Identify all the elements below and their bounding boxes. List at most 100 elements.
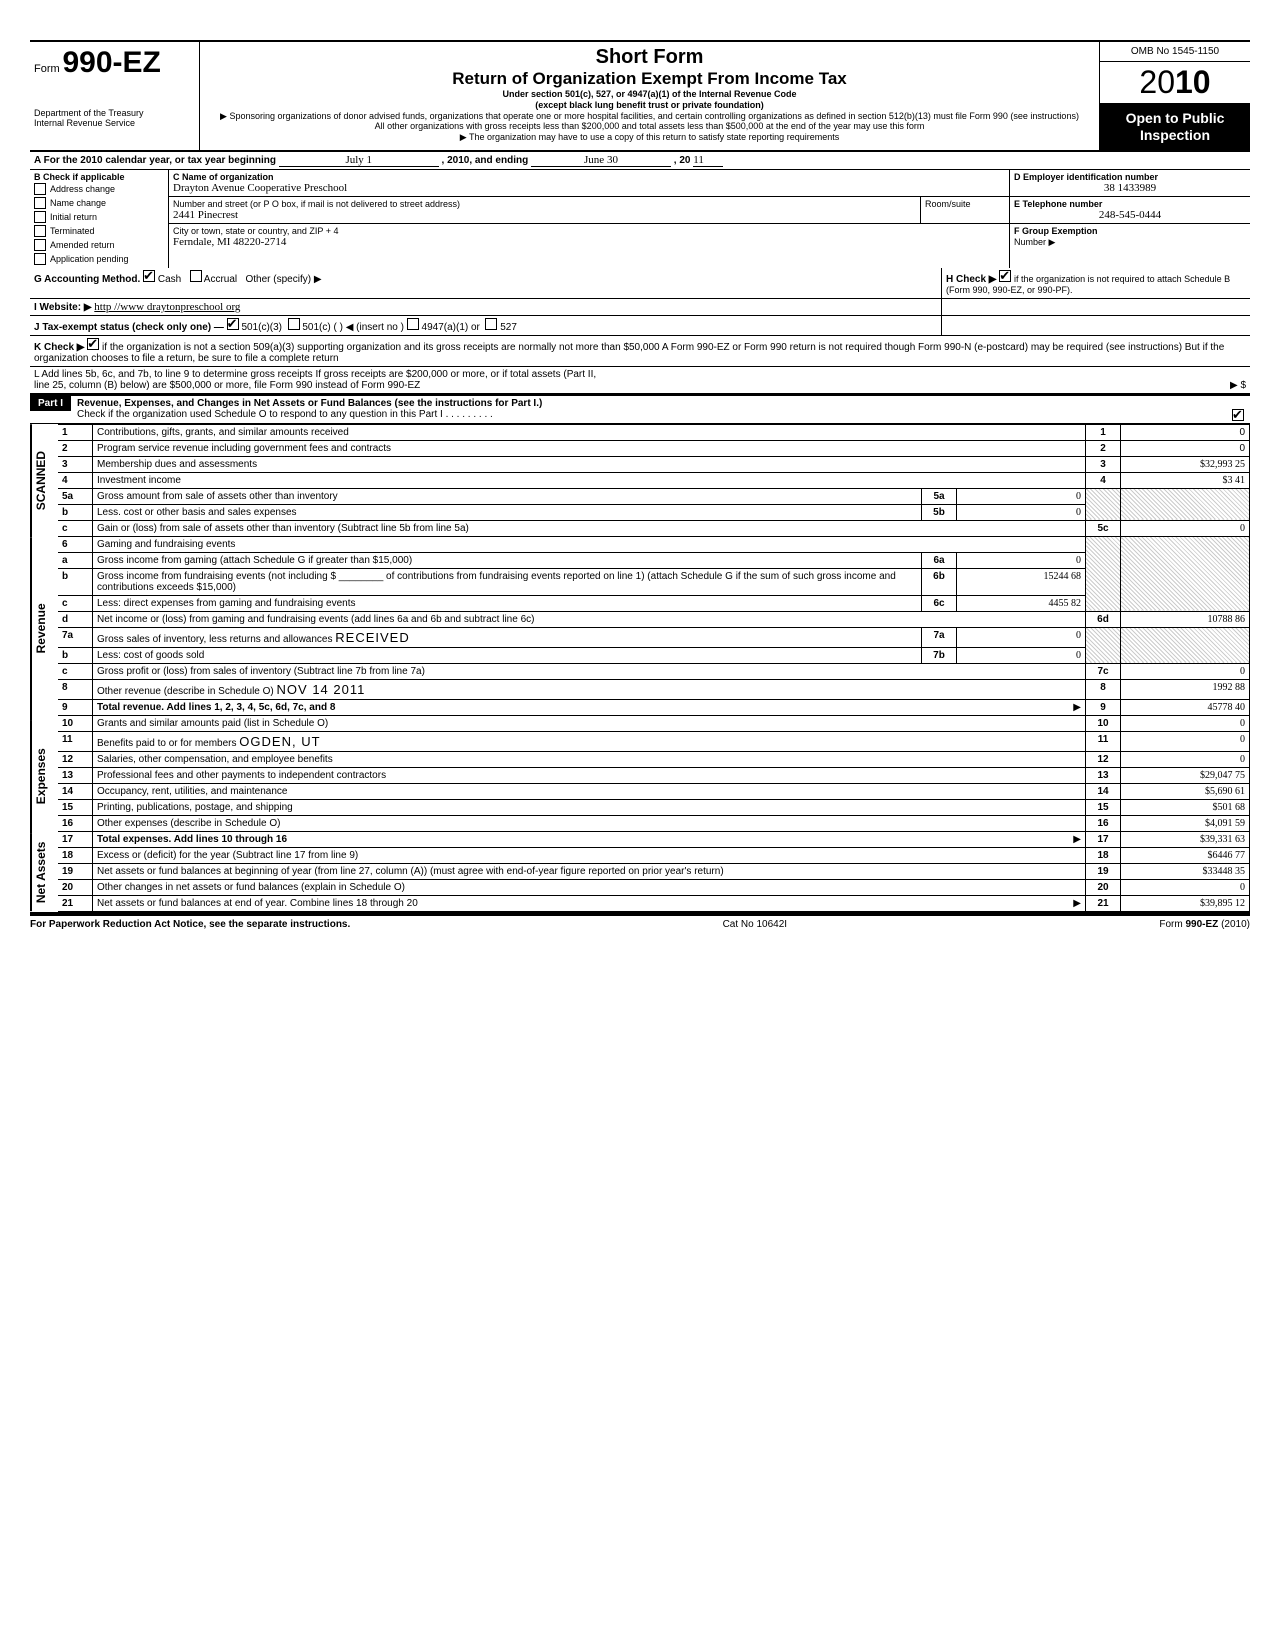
stamp-ogden: OGDEN, UT	[239, 734, 320, 749]
line-6b: bGross income from fundraising events (n…	[58, 568, 1250, 595]
year-box: OMB No 1545-1150 2010 Open to Public Ins…	[1100, 42, 1250, 150]
b-header: B Check if applicable	[34, 172, 164, 182]
l-text2: line 25, column (B) below) are $500,000 …	[34, 380, 420, 391]
line-6: 6Gaming and fundraising events	[58, 536, 1250, 552]
footer-right: Form 990-EZ (2010)	[1159, 919, 1250, 930]
part1-label: Part I	[30, 396, 71, 411]
website[interactable]: http //www draytonpreschool org	[94, 301, 240, 313]
line-7a: 7aGross sales of inventory, less returns…	[58, 627, 1250, 647]
line-16: 16Other expenses (describe in Schedule O…	[58, 815, 1250, 831]
line-18: 18Excess or (deficit) for the year (Subt…	[58, 847, 1250, 863]
entity-block: B Check if applicable Address change Nam…	[30, 170, 1250, 268]
ck-501c[interactable]	[288, 318, 300, 330]
row-l: L Add lines 5b, 6c, and 7b, to line 9 to…	[30, 367, 1250, 394]
ck-terminated[interactable]	[34, 225, 46, 237]
ck-app-pending[interactable]	[34, 253, 46, 265]
telephone[interactable]: 248-545-0444	[1014, 209, 1246, 221]
line-17: 17Total expenses. Add lines 10 through 1…	[58, 831, 1250, 847]
ck-initial-return[interactable]	[34, 211, 46, 223]
room-suite-label: Room/suite	[921, 197, 1009, 223]
line-12: 12Salaries, other compensation, and empl…	[58, 751, 1250, 767]
row-gh: G Accounting Method. Cash Accrual Other …	[30, 268, 1250, 299]
title-mayhave: ▶ The organization may have to use a cop…	[206, 132, 1093, 143]
row-i: I Website: ▶ http //www draytonpreschool…	[30, 299, 1250, 316]
section-def: D Employer identification number 38 1433…	[1009, 170, 1250, 268]
street-address[interactable]: 2441 Pinecrest	[173, 209, 916, 221]
ck-name-change[interactable]	[34, 197, 46, 209]
ck-k[interactable]	[87, 338, 99, 350]
ck-address-change[interactable]	[34, 183, 46, 195]
line-a: A For the 2010 calendar year, or tax yea…	[30, 152, 1250, 170]
section-b: B Check if applicable Address change Nam…	[30, 170, 169, 268]
line-6d: dNet income or (loss) from gaming and fu…	[58, 611, 1250, 627]
line-a-end[interactable]: June 30	[531, 154, 671, 167]
ck-501c3[interactable]	[227, 318, 239, 330]
title-except: (except black lung benefit trust or priv…	[206, 100, 1093, 111]
line-1: 1Contributions, gifts, grants, and simil…	[58, 424, 1250, 440]
ck-4947[interactable]	[407, 318, 419, 330]
line-4: 4Investment income4$3 41	[58, 472, 1250, 488]
k-text: if the organization is not a section 509…	[34, 342, 1224, 364]
f-label2: Number ▶	[1014, 237, 1055, 247]
line-15: 15Printing, publications, postage, and s…	[58, 799, 1250, 815]
c-label: C Name of organization	[173, 172, 1005, 182]
line-19: 19Net assets or fund balances at beginni…	[58, 863, 1250, 879]
title-allother: All other organizations with gross recei…	[206, 121, 1093, 132]
part1-title: Revenue, Expenses, and Changes in Net As…	[77, 398, 1244, 409]
lines-table: 1Contributions, gifts, grants, and simil…	[58, 424, 1250, 912]
dept-irs: Internal Revenue Service	[34, 118, 189, 128]
line-5c: cGain or (loss) from sale of assets othe…	[58, 520, 1250, 536]
title-under: Under section 501(c), 527, or 4947(a)(1)…	[206, 89, 1093, 100]
form-number-box: Form 990-EZ Department of the Treasury I…	[30, 42, 200, 150]
line-14: 14Occupancy, rent, utilities, and mainte…	[58, 783, 1250, 799]
line-a-year[interactable]: 11	[693, 154, 723, 167]
k-label: K Check ▶	[34, 342, 84, 353]
g-label: G Accounting Method.	[34, 274, 140, 285]
line-6a: aGross income from gaming (attach Schedu…	[58, 552, 1250, 568]
f-label: F Group Exemption	[1014, 226, 1098, 236]
line-3: 3Membership dues and assessments3$32,993…	[58, 456, 1250, 472]
line-21: 21Net assets or fund balances at end of …	[58, 895, 1250, 911]
line-5b: bLess. cost or other basis and sales exp…	[58, 504, 1250, 520]
line-20: 20Other changes in net assets or fund ba…	[58, 879, 1250, 895]
part1-check-line: Check if the organization used Schedule …	[77, 409, 493, 420]
part1-header: Part I Revenue, Expenses, and Changes in…	[30, 394, 1250, 424]
org-name[interactable]: Drayton Avenue Cooperative Preschool	[173, 182, 1005, 194]
footer: For Paperwork Reduction Act Notice, see …	[30, 914, 1250, 930]
line-6c: cLess: direct expenses from gaming and f…	[58, 595, 1250, 611]
addr-label: Number and street (or P O box, if mail i…	[173, 199, 916, 209]
line-10: 10Grants and similar amounts paid (list …	[58, 715, 1250, 731]
l-arrow: ▶ $	[1230, 380, 1246, 391]
side-scanned: SCANNED	[30, 424, 58, 537]
city-state-zip[interactable]: Ferndale, MI 48220-2714	[173, 236, 1005, 248]
side-labels: SCANNED Revenue Expenses Net Assets	[30, 424, 58, 912]
j-label: J Tax-exempt status (check only one) —	[34, 322, 224, 333]
line-a-label: A For the 2010 calendar year, or tax yea…	[34, 155, 276, 166]
line-2: 2Program service revenue including gover…	[58, 440, 1250, 456]
ck-amended[interactable]	[34, 239, 46, 251]
ck-527[interactable]	[485, 318, 497, 330]
title-short-form: Short Form	[206, 46, 1093, 69]
side-revenue: Revenue	[30, 537, 58, 720]
ein[interactable]: 38 1433989	[1014, 182, 1246, 194]
row-k: K Check ▶ if the organization is not a s…	[30, 336, 1250, 367]
line-a-begin[interactable]: July 1	[279, 154, 439, 167]
line-8: 8Other revenue (describe in Schedule O) …	[58, 679, 1250, 699]
stamp-date: NOV 14 2011	[277, 682, 366, 697]
title-sponsor: ▶ Sponsoring organizations of donor advi…	[206, 111, 1093, 122]
city-label: City or town, state or country, and ZIP …	[173, 226, 1005, 236]
form-prefix: Form	[34, 63, 60, 75]
ck-h[interactable]	[999, 270, 1011, 282]
footer-cat: Cat No 10642I	[723, 919, 788, 930]
i-label: I Website: ▶	[34, 302, 92, 313]
form-header: Form 990-EZ Department of the Treasury I…	[30, 40, 1250, 152]
ck-part1-schedO[interactable]	[1232, 409, 1244, 421]
ck-cash[interactable]	[143, 270, 155, 282]
line-13: 13Professional fees and other payments t…	[58, 767, 1250, 783]
ck-accrual[interactable]	[190, 270, 202, 282]
part1-body: SCANNED Revenue Expenses Net Assets 1Con…	[30, 424, 1250, 914]
line-11: 11Benefits paid to or for members OGDEN,…	[58, 731, 1250, 751]
line-9: 9Total revenue. Add lines 1, 2, 3, 4, 5c…	[58, 699, 1250, 715]
title-box: Short Form Return of Organization Exempt…	[200, 42, 1100, 150]
line-7b: bLess: cost of goods sold7b0	[58, 647, 1250, 663]
